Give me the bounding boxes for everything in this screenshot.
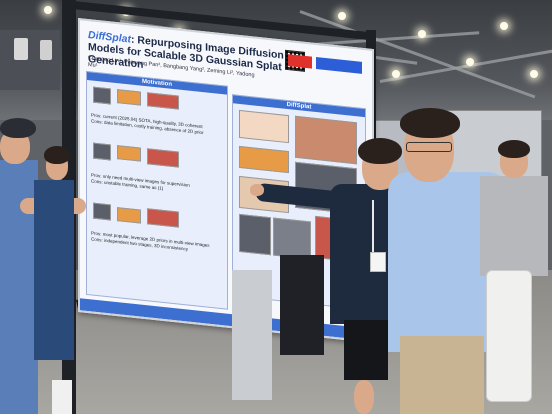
ceiling-light [44, 6, 52, 14]
speaker [14, 38, 28, 60]
pros-cons-1: Pros: current (2025.04) SOTA, high-quali… [91, 112, 223, 137]
person-legs-behind [232, 270, 272, 400]
person-cap [0, 118, 36, 138]
results-grid [295, 115, 357, 165]
pros-cons-3: Pros: most popular, leverage 2D priors i… [91, 230, 223, 255]
diagram-thumbnail [147, 208, 179, 228]
speaker [40, 40, 52, 60]
pros-cons-2: Pros: only need multi-view images for su… [91, 172, 223, 197]
results-grid [239, 213, 271, 256]
presenter-hand [250, 184, 264, 196]
ceiling-light [500, 22, 508, 30]
ceiling-light [530, 70, 538, 78]
diagram-thumbnail [117, 89, 141, 106]
presenter-hair [358, 138, 402, 164]
diagram-thumbnail [117, 207, 141, 224]
diagram-thumbnail [93, 142, 111, 161]
diagram-thumbnail [147, 148, 179, 168]
ceiling-light [338, 12, 346, 20]
logo-icon [288, 54, 312, 69]
results-grid [273, 217, 311, 260]
presenter-shorts [344, 320, 388, 380]
person-shoes [52, 380, 72, 414]
diagram-thumbnail [93, 86, 111, 105]
method-diagram [239, 145, 289, 174]
diagram-thumbnail [117, 145, 141, 162]
ceiling-light [466, 58, 474, 66]
ceiling-light [418, 30, 426, 38]
visitor-hair [400, 108, 460, 138]
person-legs-behind [280, 255, 324, 355]
diagram-thumbnail [93, 202, 111, 221]
diagram-thumbnail [147, 92, 179, 110]
motivation-section: Motivation Pros: current (2025.04) SOTA,… [86, 70, 228, 310]
logo-icon [316, 57, 362, 74]
person-hair [44, 146, 70, 164]
visitor-right-torso [480, 176, 548, 276]
presenter-lanyard [372, 200, 374, 252]
visitor-right-hair [498, 140, 530, 158]
ceiling-light [392, 70, 400, 78]
presenter-badge [370, 252, 386, 272]
presenter-legs [354, 380, 374, 414]
visitor-glasses-icon [406, 142, 452, 152]
person-torso [34, 180, 74, 360]
institution-logos [288, 52, 366, 78]
visitor-pants [400, 336, 484, 414]
method-diagram [239, 109, 289, 144]
tote-bag-icon [486, 270, 532, 402]
left-wall [0, 30, 60, 90]
